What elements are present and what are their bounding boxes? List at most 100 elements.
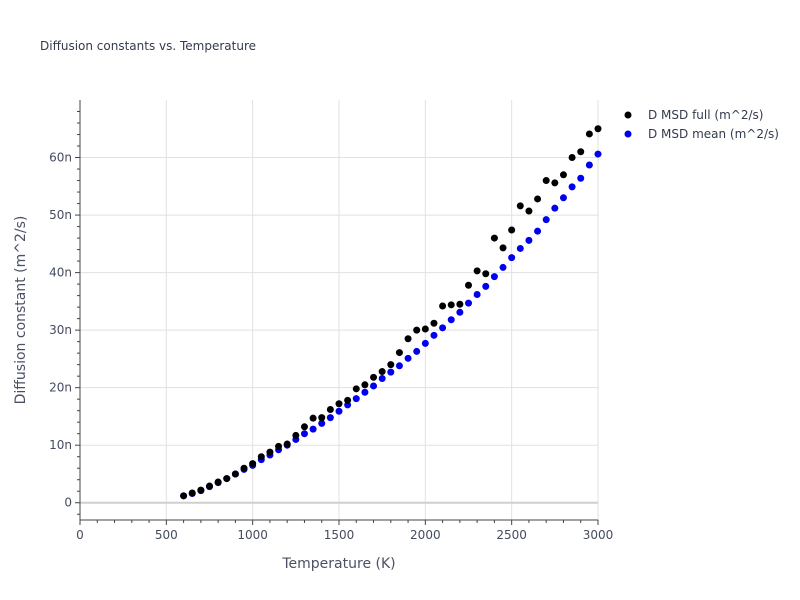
point-msd-mean[interactable] [559,194,567,202]
point-msd-full[interactable] [421,325,429,333]
point-msd-mean[interactable] [447,316,455,324]
point-msd-mean[interactable] [430,331,438,339]
point-msd-full[interactable] [378,368,386,376]
point-msd-mean[interactable] [568,183,576,191]
point-msd-full[interactable] [473,267,481,275]
point-msd-full[interactable] [568,154,576,162]
point-msd-full[interactable] [206,482,213,490]
point-msd-mean[interactable] [456,308,464,316]
x-tick-label: 500 [155,528,178,542]
axes: 0 500 1000 1500 2000 2500 3000 0 10n 20n 30n 40n 50n… [49,100,613,542]
point-msd-full[interactable] [275,442,283,450]
point-msd-mean[interactable] [326,414,334,422]
point-msd-full[interactable] [404,335,412,343]
point-msd-mean[interactable] [516,244,524,252]
point-msd-mean[interactable] [309,425,317,433]
point-msd-full[interactable] [249,460,257,468]
point-msd-full[interactable] [309,414,317,422]
point-msd-full[interactable] [214,478,222,486]
point-msd-mean[interactable] [551,204,559,212]
point-msd-mean[interactable] [465,299,472,307]
point-msd-full[interactable] [516,202,524,210]
point-msd-full[interactable] [240,464,248,472]
point-msd-full[interactable] [180,492,188,500]
point-msd-mean[interactable] [318,419,326,427]
point-msd-full[interactable] [318,414,326,422]
point-msd-full[interactable] [594,125,602,133]
point-msd-full[interactable] [534,195,542,203]
point-msd-full[interactable] [542,177,550,185]
point-msd-mean[interactable] [490,273,498,281]
y-tick-label: 60n [49,151,72,165]
point-msd-full[interactable] [499,244,507,252]
point-msd-full[interactable] [188,489,196,497]
point-msd-mean[interactable] [594,150,602,158]
point-msd-full[interactable] [283,440,291,448]
point-msd-mean[interactable] [577,174,585,182]
point-msd-mean[interactable] [335,407,343,415]
point-msd-full[interactable] [413,326,421,334]
point-msd-mean[interactable] [413,347,421,355]
point-msd-full[interactable] [326,406,334,414]
point-msd-mean[interactable] [421,339,429,347]
point-msd-mean[interactable] [378,374,386,382]
point-msd-full[interactable] [257,453,265,461]
y-tick-label: 40n [49,266,72,280]
point-msd-full[interactable] [577,148,585,156]
point-msd-full[interactable] [447,301,455,309]
point-msd-full[interactable] [465,281,472,289]
point-msd-full[interactable] [223,475,231,483]
x-tick-label: 1500 [324,528,355,542]
point-msd-mean[interactable] [387,368,395,376]
point-msd-full[interactable] [292,431,300,439]
point-msd-full[interactable] [370,373,378,381]
point-msd-mean[interactable] [473,290,481,298]
legend-item-full[interactable]: D MSD full (m^2/s) [624,108,764,122]
point-msd-mean[interactable] [439,324,447,332]
legend[interactable]: D MSD full (m^2/s) D MSD mean (m^2/s) [624,108,779,141]
point-msd-mean[interactable] [534,227,542,235]
point-msd-full[interactable] [559,171,567,179]
point-msd-full[interactable] [335,400,343,408]
point-msd-full[interactable] [197,486,205,494]
legend-marker-full [624,111,632,119]
point-msd-mean[interactable] [300,430,308,438]
point-msd-full[interactable] [456,300,464,308]
point-msd-full[interactable] [231,470,239,478]
point-msd-full[interactable] [490,234,498,242]
point-msd-mean[interactable] [404,354,412,362]
point-msd-full[interactable] [387,361,395,369]
point-msd-full[interactable] [439,302,447,310]
point-msd-full[interactable] [361,381,369,389]
y-tick-label: 0 [64,496,72,510]
point-msd-full[interactable] [525,207,533,215]
point-msd-full[interactable] [266,448,274,456]
point-msd-mean[interactable] [370,382,378,390]
point-msd-full[interactable] [395,349,403,357]
point-msd-full[interactable] [300,423,308,431]
point-msd-full[interactable] [508,226,516,234]
point-msd-mean[interactable] [508,254,516,262]
x-tick-label: 1000 [237,528,268,542]
point-msd-mean[interactable] [395,362,403,370]
point-msd-full[interactable] [430,319,438,327]
point-msd-mean[interactable] [585,161,593,169]
legend-marker-mean [624,130,632,138]
point-msd-mean[interactable] [352,395,360,403]
y-tick-label: 10n [49,438,72,452]
y-axis-title: Diffusion constant (m^2/s) [13,216,29,405]
point-msd-full[interactable] [551,179,559,187]
point-msd-full[interactable] [352,385,360,393]
point-msd-mean[interactable] [499,263,507,271]
legend-item-mean[interactable]: D MSD mean (m^2/s) [624,127,779,141]
point-msd-mean[interactable] [361,388,369,396]
point-msd-full[interactable] [482,270,490,278]
point-msd-full[interactable] [585,130,593,138]
point-msd-mean[interactable] [525,236,533,244]
point-msd-mean[interactable] [542,216,550,224]
point-msd-mean[interactable] [482,282,490,290]
grid-lines [80,100,599,520]
y-tick-label: 50n [49,208,72,222]
point-msd-full[interactable] [344,396,352,404]
